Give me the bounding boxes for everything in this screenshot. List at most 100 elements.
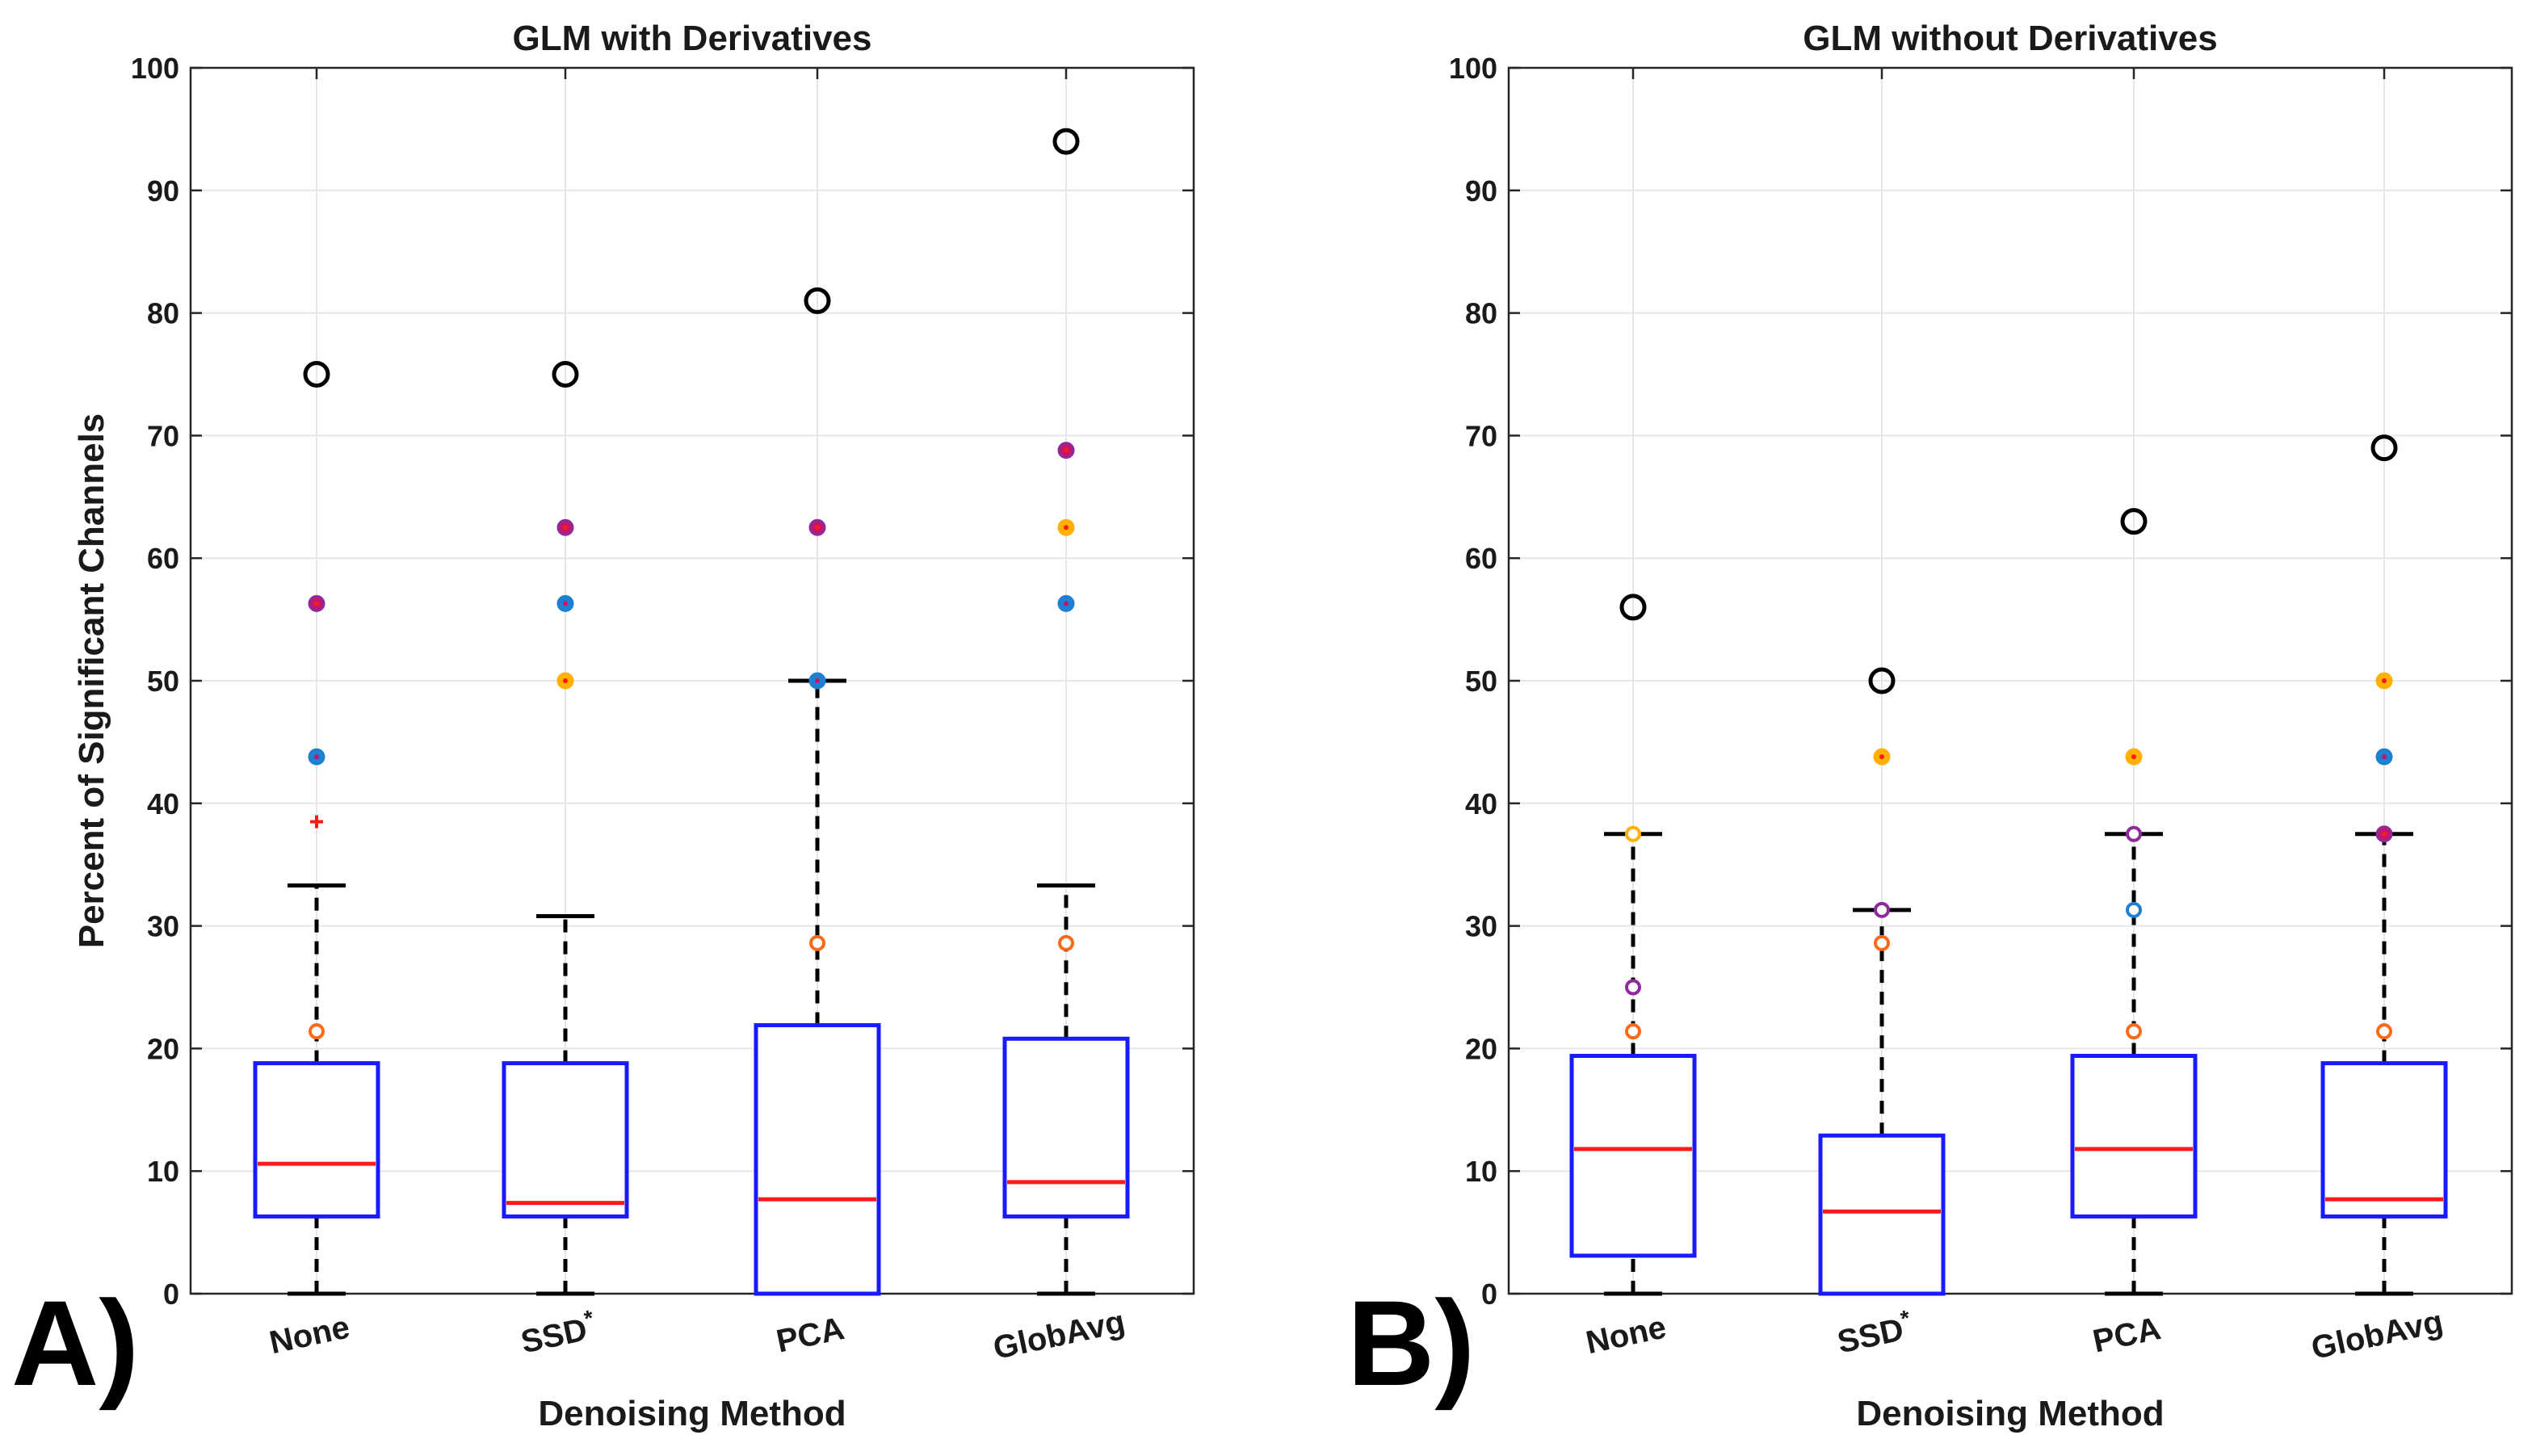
outlier-orange	[2376, 1023, 2392, 1040]
outlier-center	[2382, 831, 2387, 837]
box-none	[1569, 832, 1697, 1296]
y-tick-label: 0	[163, 1278, 179, 1311]
x-axis-label: Denoising Method	[1856, 1394, 2164, 1433]
y-tick-label: 50	[147, 665, 179, 698]
outlier-orange	[2126, 1023, 2142, 1040]
outlier-orange	[1058, 934, 1074, 951]
y-tick-label: 20	[147, 1032, 179, 1065]
outlier-center	[314, 601, 319, 606]
outlier-marker	[1052, 128, 1080, 155]
outlier-marker	[310, 815, 323, 829]
outlier-marker	[1874, 934, 1890, 951]
outlier-marker	[2126, 825, 2142, 842]
outlier-marker	[2126, 1023, 2142, 1040]
y-tick-label: 60	[1465, 542, 1497, 575]
outlier-marker	[1625, 1023, 1641, 1040]
x-tick-label-globavg: GlobAvg	[2308, 1304, 2446, 1366]
outlier-center	[815, 678, 820, 683]
panel-a: 0 10 20 30 40 50 60 70 80 90 100 None SSD* PCA GlobAvg…	[11, 19, 1195, 1433]
y-tick-label: 10	[147, 1155, 179, 1188]
outlier-purple-ring	[1874, 901, 1890, 918]
x-tick-label-globavg: GlobAvg	[990, 1304, 1128, 1366]
y-tick-label: 0	[1481, 1278, 1497, 1311]
category-label: GlobAvg	[990, 1304, 1128, 1366]
y-tick-label: 10	[1465, 1155, 1497, 1188]
outlier-marker	[1873, 748, 1891, 766]
outlier-marker	[552, 361, 579, 388]
outlier-circle-large	[1619, 594, 1647, 621]
y-tick-label: 40	[1465, 787, 1497, 820]
iqr-box	[754, 1023, 881, 1296]
box-pca	[2070, 832, 2198, 1296]
outlier-center	[1064, 525, 1069, 531]
outlier-circle-large	[552, 361, 579, 388]
outlier-center	[2382, 754, 2387, 760]
outlier-marker	[309, 1023, 325, 1040]
outlier-orange	[809, 934, 825, 951]
box-ssd	[1818, 908, 1946, 1296]
iqr-box	[1002, 1036, 1130, 1219]
outlier-marker	[808, 672, 826, 690]
outlier-marker	[1057, 442, 1075, 459]
iqr-box	[253, 1061, 380, 1219]
outlier-circle-large	[804, 287, 831, 314]
outlier-center	[2382, 678, 2387, 683]
outlier-yellow-ring	[1625, 825, 1641, 842]
category-label: SSD	[1834, 1311, 1907, 1360]
category-label: None	[267, 1309, 353, 1361]
outlier-center	[314, 754, 319, 760]
outlier-marker	[303, 361, 330, 388]
outlier-circle-large	[1868, 667, 1896, 694]
outlier-marker	[2125, 748, 2143, 766]
outlier-marker	[1868, 667, 1896, 694]
outlier-orange	[1874, 934, 1890, 951]
y-tick-label: 70	[1465, 419, 1497, 452]
outlier-center	[2131, 754, 2136, 760]
outlier-marker	[1619, 594, 1647, 621]
x-tick-label-none: None	[267, 1309, 353, 1361]
outlier-marker	[2375, 825, 2393, 843]
outlier-marker	[2375, 748, 2393, 766]
iqr-box	[2070, 1054, 2198, 1219]
outlier-marker	[2370, 434, 2398, 462]
outlier-circle-large	[2370, 434, 2398, 462]
y-tick-label: 90	[1465, 174, 1497, 208]
box-pca	[754, 678, 881, 1296]
category-label: PCA	[773, 1311, 847, 1360]
y-tick-label: 80	[1465, 297, 1497, 330]
outlier-center	[563, 678, 568, 683]
iqr-box	[502, 1061, 629, 1219]
category-label: GlobAvg	[2308, 1304, 2446, 1366]
outlier-orange	[309, 1023, 325, 1040]
outlier-marker	[556, 672, 574, 690]
x-tick-label-pca: PCA	[773, 1311, 847, 1360]
y-tick-label: 30	[147, 910, 179, 943]
y-tick-label: 50	[1465, 665, 1497, 698]
outlier-marker	[2376, 1023, 2392, 1040]
y-tick-label: 70	[147, 419, 179, 452]
outlier-marker	[1058, 934, 1074, 951]
iqr-box	[1569, 1054, 1697, 1258]
outlier-marker	[556, 594, 574, 612]
outlier-marker	[804, 287, 831, 314]
y-tick-label: 90	[147, 174, 179, 208]
outlier-purple-ring	[2126, 825, 2142, 842]
iqr-box	[2320, 1061, 2448, 1219]
y-tick-label: 100	[1449, 52, 1497, 85]
x-tick-label-pca: PCA	[2089, 1311, 2164, 1360]
outlier-marker	[308, 748, 325, 766]
x-tick-label-none: None	[1583, 1309, 1669, 1361]
outlier-marker	[1057, 518, 1075, 536]
outlier-purple-ring	[1625, 979, 1641, 996]
box-globavg	[2320, 832, 2448, 1296]
outlier-marker	[1057, 594, 1075, 612]
x-tick-label-ssd: SSD*	[517, 1305, 599, 1360]
outlier-circle-large	[1052, 128, 1080, 155]
outlier-marker	[1625, 979, 1641, 996]
outlier-center	[1064, 601, 1069, 606]
outlier-marker	[808, 518, 826, 536]
box-globavg	[1002, 883, 1130, 1296]
chart-title: GLM without Derivatives	[1803, 19, 2217, 58]
outlier-marker	[1625, 825, 1641, 842]
